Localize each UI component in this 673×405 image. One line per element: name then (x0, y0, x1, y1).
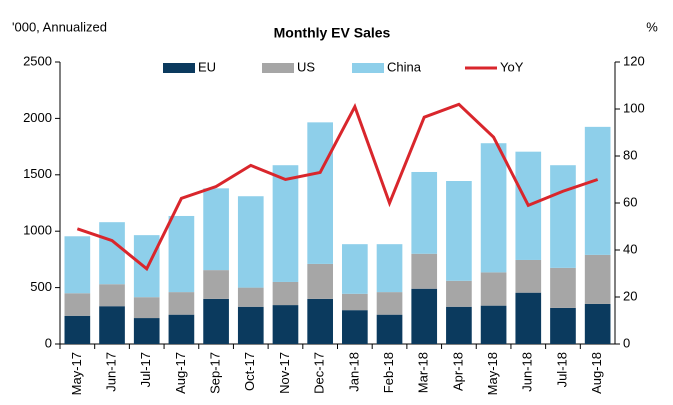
bar-segment (237, 196, 264, 288)
legend-swatch (262, 63, 294, 73)
bar-segment (133, 297, 160, 319)
bar-segment (168, 314, 195, 344)
bar-segment (342, 293, 368, 311)
bar-segment (376, 244, 403, 293)
line (76, 102, 599, 272)
x-tick-label: May-17 (69, 352, 84, 395)
x-tick-label: Nov-17 (277, 352, 292, 394)
bar-segment (64, 236, 91, 294)
x-tick-label: Dec-17 (312, 352, 327, 394)
bar-segment (446, 181, 472, 281)
bar-segment (168, 215, 195, 293)
x-tick-label: Mar-18 (416, 352, 431, 393)
bar-segment (411, 253, 438, 289)
bar-segment (99, 306, 125, 344)
y2-axis-label: % (646, 19, 658, 34)
y2-tick-label: 40 (623, 241, 637, 256)
bar-segment (550, 165, 576, 268)
y2-tick-label: 0 (623, 335, 630, 350)
y-tick-label: 500 (30, 279, 52, 294)
bar-segment (376, 314, 403, 344)
bar-segment (237, 306, 264, 344)
bar-segment (550, 267, 576, 308)
y2-tick-label: 60 (623, 194, 637, 209)
bar-segment (480, 272, 507, 306)
legend-label: YoY (500, 59, 524, 74)
bar-segment (515, 292, 542, 344)
x-tick-label: Jan-18 (346, 352, 361, 392)
bar-segment (307, 263, 333, 299)
y-tick-label: 2000 (23, 110, 52, 125)
bar-segment (584, 303, 611, 344)
bar-segment (446, 280, 472, 307)
bar-segment (411, 171, 438, 254)
bar-segment (237, 287, 264, 307)
y-tick-label: 2500 (23, 53, 52, 68)
bar-segment (272, 165, 299, 282)
x-tick-label: Aug-18 (589, 352, 604, 394)
bar-segment (550, 307, 576, 344)
y2-tick-label: 100 (623, 100, 645, 115)
bar-segment (64, 293, 91, 316)
bar-segment (203, 188, 229, 271)
bar-segment (272, 305, 299, 344)
bar-segment (515, 259, 542, 293)
bar-segment (480, 305, 507, 344)
x-tick-label: Aug-17 (173, 352, 188, 394)
bar-segment (203, 298, 229, 344)
bar-segment (99, 222, 125, 285)
y-tick-label: 0 (45, 335, 52, 350)
x-tick-label: Apr-18 (450, 352, 465, 391)
y2-tick-label: 120 (623, 53, 645, 68)
bar-segment (584, 254, 611, 304)
x-tick-label: Jul-18 (554, 352, 569, 387)
bar-segment (64, 315, 91, 344)
legend-label: US (297, 59, 315, 74)
x-tick-label: Jun-18 (520, 352, 535, 392)
y-tick-label: 1500 (23, 166, 52, 181)
bar-segment (307, 122, 333, 264)
bar-segment (376, 292, 403, 315)
y2-tick-label: 20 (623, 288, 637, 303)
chart-title: Monthly EV Sales (274, 25, 391, 41)
bar-segment (272, 281, 299, 306)
x-tick-label: Jul-17 (138, 352, 153, 387)
bar-segment (342, 244, 368, 294)
y-axis-label: '000, Annualized (12, 19, 107, 34)
bar-segment (446, 306, 472, 344)
bar-segment (342, 310, 368, 344)
legend-swatch (352, 63, 384, 73)
legend-label: China (387, 59, 422, 74)
x-tick-label: Jun-17 (103, 352, 118, 392)
bar-segment (411, 288, 438, 344)
bar-segment (307, 298, 333, 344)
bar-segment (133, 318, 160, 344)
y-tick-label: 1000 (23, 223, 52, 238)
x-tick-label: Sep-17 (208, 352, 223, 394)
bar-segment (480, 143, 507, 273)
y2-tick-label: 80 (623, 147, 637, 162)
x-tick-label: Oct-17 (242, 352, 257, 391)
bar-segment (584, 126, 611, 255)
legend-label: EU (198, 59, 216, 74)
bar-segment (203, 270, 229, 299)
bar-segment (99, 284, 125, 307)
legend-swatch (163, 63, 195, 73)
x-tick-label: May-18 (485, 352, 500, 395)
x-tick-label: Feb-18 (381, 352, 396, 393)
bar-segment (168, 292, 195, 315)
